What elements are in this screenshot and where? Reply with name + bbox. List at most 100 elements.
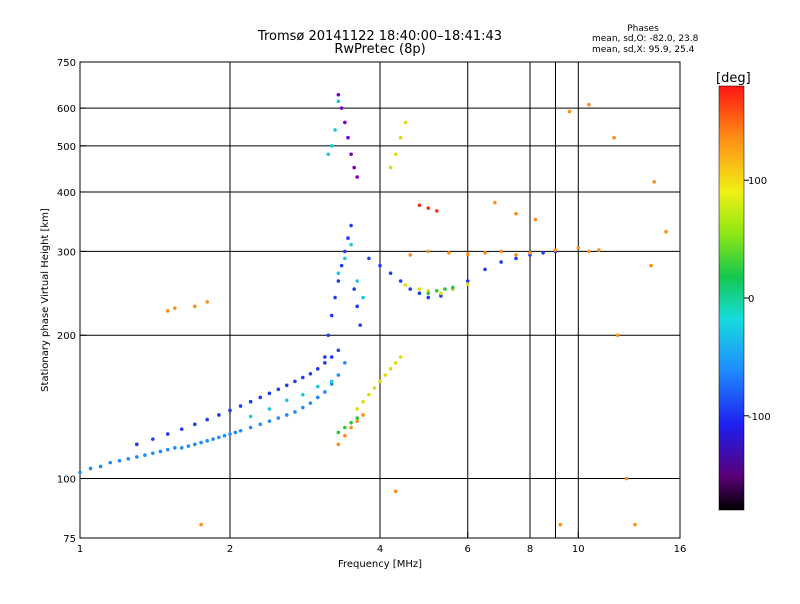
- phases-o-line: mean, sd,O: -82.0, 23.8: [592, 34, 699, 44]
- data-point: [426, 206, 431, 210]
- data-point: [408, 287, 413, 291]
- axis-ticks: 1 2 4 6 8 10 16 75 100 200 300 400 500 600 750: [57, 58, 686, 555]
- data-point: [439, 294, 443, 298]
- data-point: [533, 217, 538, 222]
- colorbar-ticks: 100 0 -100: [744, 176, 771, 423]
- data-point: [284, 398, 289, 403]
- data-point: [343, 433, 347, 438]
- data-point: [301, 405, 305, 410]
- data-point: [233, 430, 238, 435]
- data-point: [355, 416, 359, 420]
- data-point: [349, 242, 353, 247]
- data-point: [276, 387, 281, 392]
- data-point: [308, 371, 313, 376]
- data-point: [134, 442, 139, 447]
- data-point: [567, 109, 572, 114]
- data-point: [649, 263, 653, 268]
- y-tick-label: 600: [57, 104, 76, 115]
- data-point: [326, 333, 331, 338]
- data-point: [403, 283, 408, 287]
- data-point: [349, 223, 353, 228]
- data-point: [151, 451, 155, 456]
- data-point: [343, 249, 347, 254]
- data-point: [346, 236, 350, 240]
- data-point: [398, 355, 403, 359]
- data-point: [329, 313, 334, 318]
- data-point: [108, 460, 113, 465]
- data-point: [228, 408, 232, 413]
- data-point: [417, 287, 422, 291]
- data-point: [326, 152, 331, 157]
- data-point: [329, 379, 334, 384]
- x-tick-label: 10: [572, 544, 585, 555]
- data-point: [367, 256, 371, 261]
- data-point: [308, 401, 313, 405]
- data-point: [315, 367, 320, 371]
- data-point: [558, 522, 563, 527]
- data-point: [355, 419, 359, 423]
- data-point: [284, 413, 289, 417]
- y-tick-label: 500: [57, 142, 76, 153]
- data-point: [388, 165, 393, 170]
- data-point: [186, 444, 191, 448]
- data-point: [258, 422, 263, 427]
- data-point: [388, 367, 393, 371]
- data-point: [267, 391, 272, 396]
- data-points: [78, 92, 668, 527]
- data-point: [343, 120, 347, 125]
- x-tick-label: 1: [77, 544, 83, 555]
- data-point: [333, 128, 337, 132]
- data-point: [173, 446, 177, 450]
- data-point: [301, 375, 305, 380]
- data-point: [597, 248, 601, 252]
- data-point: [361, 399, 365, 404]
- data-point: [388, 271, 393, 276]
- data-point: [355, 407, 359, 411]
- colorbar-tick-label: 100: [748, 176, 767, 187]
- data-point: [222, 433, 227, 438]
- data-point: [165, 309, 170, 313]
- data-point: [293, 410, 297, 414]
- data-point: [333, 295, 337, 300]
- data-point: [343, 425, 347, 430]
- data-point: [336, 430, 341, 435]
- data-point: [329, 382, 334, 386]
- data-point: [199, 522, 203, 527]
- x-tick-label: 4: [377, 544, 383, 555]
- data-point: [615, 333, 620, 338]
- x-axis-label: Frequency [MHz]: [338, 559, 422, 570]
- data-point: [339, 106, 344, 110]
- data-point: [165, 432, 170, 436]
- data-point: [465, 252, 470, 256]
- data-point: [355, 279, 359, 283]
- data-point: [238, 404, 243, 408]
- data-point: [117, 458, 122, 463]
- data-point: [248, 414, 253, 419]
- data-point: [514, 211, 518, 216]
- data-point: [343, 361, 347, 365]
- data-point: [284, 383, 289, 388]
- data-point: [134, 455, 139, 459]
- data-point: [528, 251, 532, 255]
- data-point: [126, 457, 131, 461]
- data-point: [336, 92, 341, 97]
- data-point: [143, 453, 147, 457]
- data-point: [652, 180, 656, 184]
- data-point: [98, 464, 103, 469]
- data-point: [426, 288, 431, 293]
- data-point: [372, 386, 377, 390]
- data-point: [358, 323, 362, 327]
- y-axis-label: Stationary phase Virtual Height [km]: [40, 208, 51, 392]
- data-point: [78, 470, 82, 475]
- data-point: [158, 449, 163, 454]
- data-point: [553, 248, 558, 252]
- data-point: [426, 295, 431, 300]
- data-point: [439, 291, 443, 296]
- data-point: [451, 285, 455, 290]
- x-tick-label: 2: [227, 544, 233, 555]
- data-point: [238, 428, 243, 433]
- data-point: [205, 417, 209, 422]
- data-point: [465, 279, 470, 283]
